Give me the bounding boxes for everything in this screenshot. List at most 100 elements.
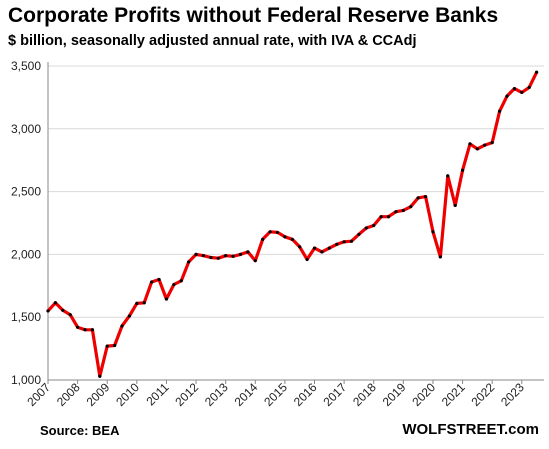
data-point (379, 215, 383, 219)
data-point (497, 109, 502, 113)
data-point (401, 208, 405, 213)
x-tick-label: 2012 (172, 380, 201, 409)
data-point (453, 203, 457, 208)
x-tick-label: 2008 (54, 380, 83, 409)
x-tick-label: 2014 (232, 380, 261, 409)
x-tick-label: 2019 (380, 380, 409, 409)
data-point (61, 308, 65, 312)
data-point (438, 255, 442, 259)
series-group (46, 70, 539, 378)
x-tick-label: 2011 (143, 380, 171, 408)
y-tick-label: 1,500 (11, 310, 41, 324)
data-point (194, 252, 198, 256)
data-point (275, 230, 280, 235)
data-point (364, 226, 368, 230)
data-point (527, 85, 531, 89)
data-point (520, 90, 524, 94)
data-point (83, 328, 87, 332)
x-tick-label: 2015 (261, 380, 290, 409)
data-point (209, 255, 213, 260)
data-point (238, 252, 243, 256)
data-point (534, 70, 539, 74)
data-point (127, 314, 132, 318)
data-point (423, 195, 428, 199)
data-point (512, 87, 516, 91)
data-point (98, 374, 102, 378)
x-tick-label: 2013 (202, 380, 231, 409)
grid-lines (48, 65, 544, 318)
data-point (349, 239, 354, 243)
x-tick-label: 2018 (350, 380, 379, 409)
data-point (342, 240, 346, 244)
data-point (416, 196, 420, 200)
data-point (216, 256, 220, 260)
data-point (320, 250, 324, 254)
x-axis-ticks: 2007 2008 2009 2010 2011 2012 2013 2014 2015 2016… (24, 380, 527, 409)
x-tick-label: 2022 (469, 380, 498, 409)
data-point (305, 257, 309, 262)
data-point (327, 246, 331, 250)
source-label: Source: BEA (40, 423, 120, 438)
y-tick-label: 3,500 (11, 59, 41, 73)
x-tick-label: 2010 (113, 380, 142, 409)
data-point (386, 215, 391, 219)
data-point (261, 237, 265, 241)
y-tick-label: 2,000 (11, 247, 41, 261)
data-point (142, 301, 146, 305)
data-point (201, 254, 206, 258)
data-point (157, 277, 161, 282)
data-point (431, 230, 435, 234)
x-tick-label: 2009 (84, 380, 113, 409)
data-point (90, 328, 95, 332)
axes (47, 62, 544, 381)
data-point (283, 235, 287, 239)
x-tick-label: 2023 (498, 380, 527, 409)
data-point (446, 174, 450, 178)
data-point (179, 279, 183, 283)
data-point (53, 301, 58, 305)
data-point (231, 254, 235, 258)
data-point (68, 313, 72, 317)
data-point (468, 142, 472, 146)
x-tick-label: 2021 (439, 380, 468, 409)
chart-title: Corporate Profits without Federal Reserv… (8, 4, 499, 27)
data-point (505, 94, 509, 98)
x-tick-label: 2020 (409, 380, 438, 409)
data-point (394, 210, 398, 214)
data-point (135, 301, 139, 305)
y-tick-label: 2,500 (11, 185, 41, 199)
data-point (460, 168, 465, 172)
data-point (224, 254, 228, 258)
data-point (490, 141, 494, 145)
data-point (76, 325, 80, 329)
data-point (120, 324, 124, 328)
x-tick-label: 2016 (291, 380, 320, 409)
series-line (46, 70, 539, 378)
data-point (475, 147, 479, 151)
brand-label: WOLFSTREET.com (402, 421, 539, 438)
data-point (357, 232, 361, 236)
y-tick-label: 1,000 (11, 373, 41, 387)
data-point (298, 245, 302, 249)
data-point (268, 230, 272, 234)
data-point (187, 260, 191, 264)
data-point (372, 223, 376, 228)
data-point (150, 280, 154, 284)
data-point (105, 344, 109, 348)
y-axis-ticks: 1,000 1,500 2,000 2,500 3,000 3,500 (11, 59, 41, 387)
data-point (246, 250, 250, 254)
chart-subtitle: $ billion, seasonally adjusted annual ra… (8, 33, 417, 49)
data-point (113, 343, 117, 348)
data-point (409, 205, 413, 209)
data-point (164, 297, 169, 301)
data-point (312, 246, 317, 250)
x-tick-label: 2017 (320, 380, 349, 409)
y-tick-label: 3,000 (11, 122, 41, 136)
data-point (290, 237, 294, 241)
data-point (483, 143, 487, 147)
data-point (172, 282, 176, 287)
data-point (46, 309, 50, 313)
data-point (253, 259, 257, 263)
data-point (335, 242, 339, 246)
